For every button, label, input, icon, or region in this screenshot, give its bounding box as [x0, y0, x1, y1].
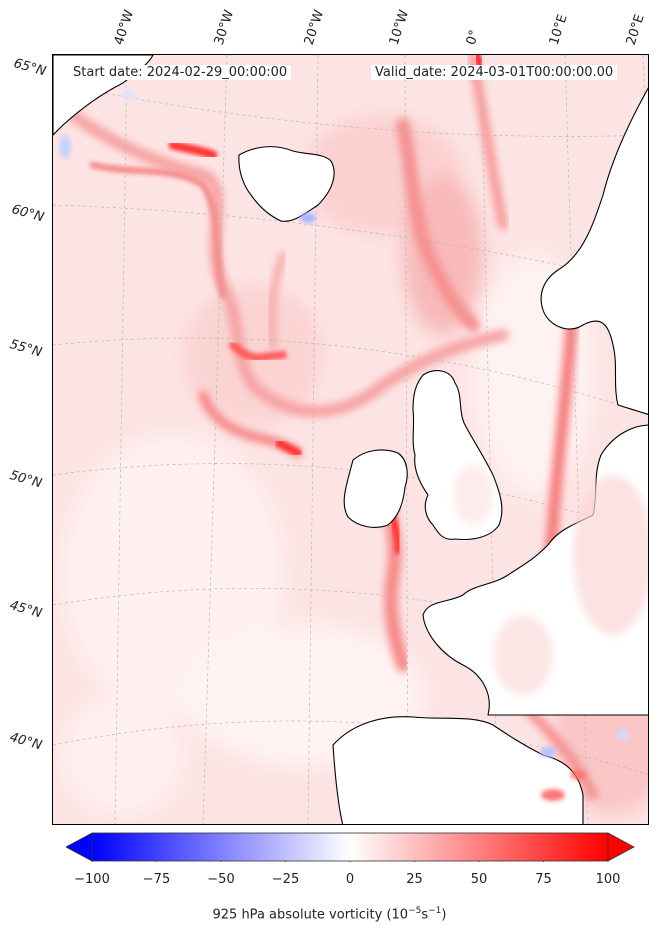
land-vorticity-tint — [453, 465, 648, 695]
europe-mainland — [422, 424, 648, 716]
lon-label-30w: 30°W — [211, 8, 238, 47]
lon-label-0: 0° — [463, 28, 483, 47]
lon-label-20e: 20°E — [623, 12, 648, 48]
colorbar-label: 925 hPa absolute vorticity (10−5s−1) — [212, 906, 447, 923]
lat-label-65n: 65°N — [11, 56, 48, 80]
colorbar-ticks — [91, 861, 609, 862]
vorticity-map — [53, 55, 648, 824]
colorbar-tick-label: 100 — [595, 872, 621, 887]
lat-label-55n: 55°N — [7, 337, 44, 361]
strong-vorticity-cores — [541, 770, 586, 801]
colorbar-tick-label: −50 — [207, 872, 235, 887]
ireland-land — [343, 449, 408, 528]
colorbar-tick-label: 25 — [406, 872, 423, 887]
lon-label-10e: 10°E — [546, 12, 571, 48]
negative-vorticity-patches — [59, 91, 629, 757]
colorbar-tick-label: −25 — [271, 872, 300, 887]
colorbar — [66, 832, 635, 862]
iceland-land — [238, 146, 335, 222]
lon-label-20w: 20°W — [301, 8, 328, 47]
start-date-label: Start date: 2024-02-29_00:00:00 — [69, 65, 292, 80]
iberia-land — [332, 716, 584, 824]
colorbar-tick-label: −75 — [142, 872, 171, 887]
land-masses — [53, 55, 648, 824]
colorbar-tick-label: 0 — [345, 872, 355, 887]
colorbar-min-arrow — [66, 832, 93, 862]
colorbar-max-arrow — [607, 832, 635, 862]
lon-label-10w: 10°W — [386, 8, 413, 47]
colorbar-tick-label: −100 — [74, 872, 110, 887]
map-panel: Start date: 2024-02-29_00:00:00 Valid_da… — [52, 54, 649, 825]
valid-date-label: Valid_date: 2024-03-01T00:00:00.00 — [371, 65, 618, 80]
lat-label-60n: 60°N — [9, 202, 46, 226]
colorbar-tick-label: 50 — [470, 872, 488, 887]
lon-label-40w: 40°W — [111, 8, 138, 47]
scandinavia-land — [540, 87, 648, 415]
colorbar-gradient — [91, 832, 609, 862]
lat-label-40n: 40°N — [7, 730, 44, 754]
lat-label-50n: 50°N — [7, 468, 44, 492]
lat-label-45n: 45°N — [7, 598, 44, 622]
colorbar-tick-label: 75 — [535, 872, 552, 887]
